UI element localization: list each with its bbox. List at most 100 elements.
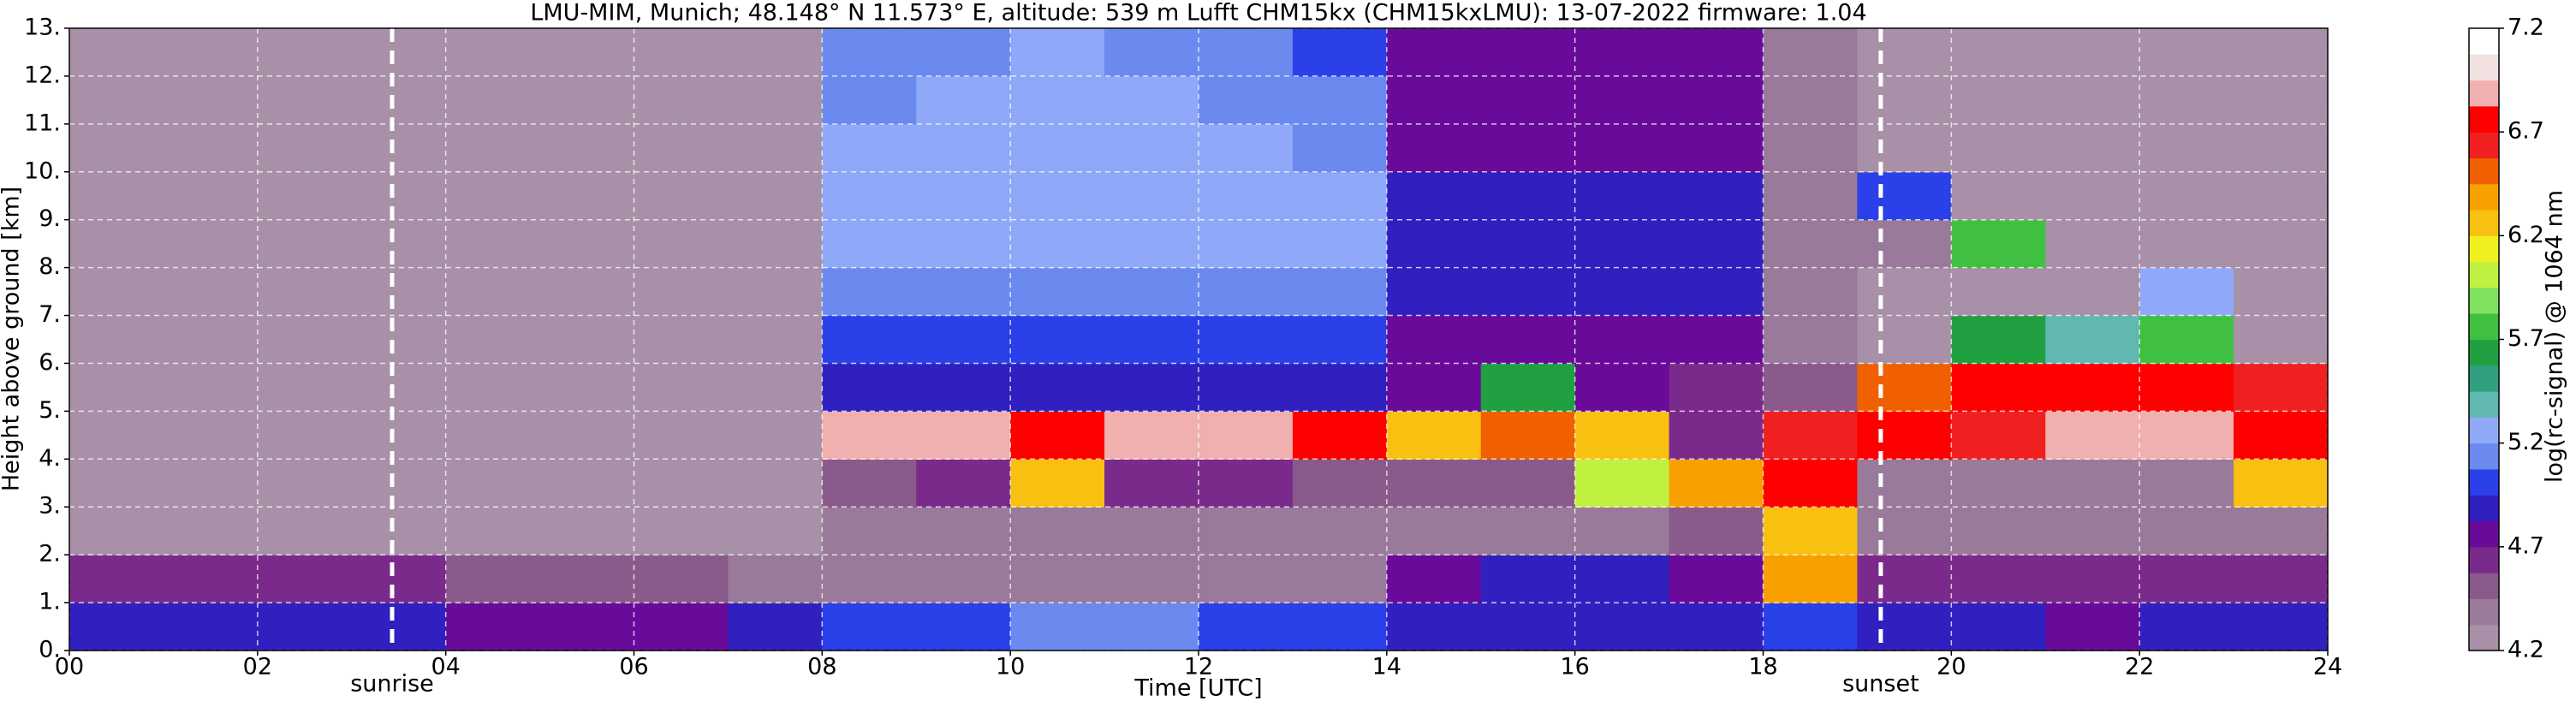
heatmap-cell (634, 507, 729, 556)
heatmap-cell (1199, 123, 1294, 173)
x-tick-label: 16 (1560, 654, 1589, 680)
heatmap-cell (2234, 267, 2329, 317)
heatmap-cell (1951, 219, 2046, 269)
heatmap-cell (351, 267, 447, 317)
heatmap-cell (163, 411, 259, 460)
heatmap-cell (1574, 603, 1670, 651)
heatmap-cell (1010, 219, 1105, 269)
heatmap-cell (1480, 267, 1576, 317)
heatmap-cell (2139, 459, 2234, 508)
heatmap-cell (1951, 603, 2046, 651)
heatmap-cell (539, 267, 635, 317)
heatmap-cell (445, 411, 541, 460)
heatmap-cell (1763, 171, 1859, 221)
heatmap-cell (634, 363, 729, 412)
heatmap-cell (1010, 315, 1105, 365)
heatmap-cell (1951, 507, 2046, 556)
heatmap-cell (351, 75, 447, 125)
heatmap-cell (1292, 75, 1388, 125)
heatmap-cell (634, 603, 729, 651)
heatmap-cell (1574, 555, 1670, 603)
colorbar-tick-label: 7.2 (2508, 15, 2544, 41)
heatmap-cell (539, 555, 635, 603)
heatmap-cell (822, 267, 917, 317)
heatmap-cell (2139, 123, 2234, 173)
heatmap-cell (2234, 219, 2329, 269)
heatmap-cell (728, 459, 823, 508)
heatmap-cell (1669, 28, 1764, 77)
heatmap-cell (1386, 123, 1482, 173)
heatmap-cell (69, 267, 164, 317)
colorbar-swatch (2469, 365, 2499, 392)
heatmap-cell (1480, 363, 1576, 412)
heatmap-cell (69, 603, 164, 651)
heatmap-cell (916, 411, 1011, 460)
heatmap-cell (539, 219, 635, 269)
x-tick-label: 02 (243, 654, 272, 680)
heatmap-cell (1104, 28, 1199, 77)
heatmap-cell (916, 219, 1011, 269)
heatmap-cell (1386, 507, 1482, 556)
heatmap-cell (257, 459, 353, 508)
heatmap-cell (1763, 555, 1859, 603)
heatmap-cell (1669, 507, 1764, 556)
heatmap-cell (1010, 267, 1105, 317)
heatmap-cell (1857, 555, 1952, 603)
heatmap-cell (445, 123, 541, 173)
heatmap-cell (1199, 267, 1294, 317)
heatmap-cell (1574, 75, 1670, 125)
annotation-label: sunset (1842, 671, 1919, 698)
heatmap-cell (728, 171, 823, 221)
heatmap-cell (2045, 123, 2140, 173)
heatmap-cell (69, 28, 164, 77)
colorbar-swatch (2469, 573, 2499, 599)
heatmap-cell (1292, 315, 1388, 365)
heatmap-cell (539, 507, 635, 556)
heatmap-cell (1480, 123, 1576, 173)
y-tick-label: 12. (24, 62, 61, 88)
colorbar-swatch (2469, 546, 2499, 573)
heatmap-cell (1574, 315, 1670, 365)
heatmap-cell (1763, 219, 1859, 269)
colorbar-swatch (2469, 287, 2499, 314)
heatmap-cell (1763, 411, 1859, 460)
y-axis-label: Height above ground [km] (0, 187, 25, 491)
heatmap-cell (1104, 123, 1199, 173)
heatmap-cell (1857, 507, 1952, 556)
heatmap-cell (1669, 171, 1764, 221)
heatmap-cell (1386, 315, 1482, 365)
colorbar-swatch (2469, 313, 2499, 340)
colorbar-swatch (2469, 391, 2499, 418)
heatmap-cell (351, 219, 447, 269)
heatmap-cell (1763, 603, 1859, 651)
heatmap-cell (69, 555, 164, 603)
heatmap-cell (445, 171, 541, 221)
x-axis-label: Time [UTC] (1133, 675, 1262, 702)
heatmap-cell (916, 555, 1011, 603)
heatmap-cell (445, 555, 541, 603)
colorbar-swatch (2469, 132, 2499, 158)
heatmap-cell (1010, 123, 1105, 173)
heatmap-cell (1386, 555, 1482, 603)
heatmap-cell (634, 75, 729, 125)
heatmap-cell (2234, 171, 2329, 221)
heatmap-cell (634, 411, 729, 460)
colorbar-swatch (2469, 28, 2499, 55)
heatmap-cell (634, 28, 729, 77)
heatmap-cell (1480, 459, 1576, 508)
x-tick-label: 06 (619, 654, 648, 680)
heatmap-cell (2139, 507, 2234, 556)
heatmap-cell (2139, 75, 2234, 125)
heatmap-cell (1480, 75, 1576, 125)
heatmap-cell (1857, 123, 1952, 173)
colorbar-swatch (2469, 339, 2499, 366)
heatmap-cell (1763, 123, 1859, 173)
heatmap-cell (1857, 363, 1952, 412)
heatmap-cell (1010, 603, 1105, 651)
colorbar-swatch (2469, 80, 2499, 107)
heatmap-cell (2045, 555, 2140, 603)
heatmap-cell (634, 459, 729, 508)
heatmap-cell (1199, 363, 1294, 412)
colorbar-swatch (2469, 598, 2499, 626)
heatmap-cell (163, 75, 259, 125)
